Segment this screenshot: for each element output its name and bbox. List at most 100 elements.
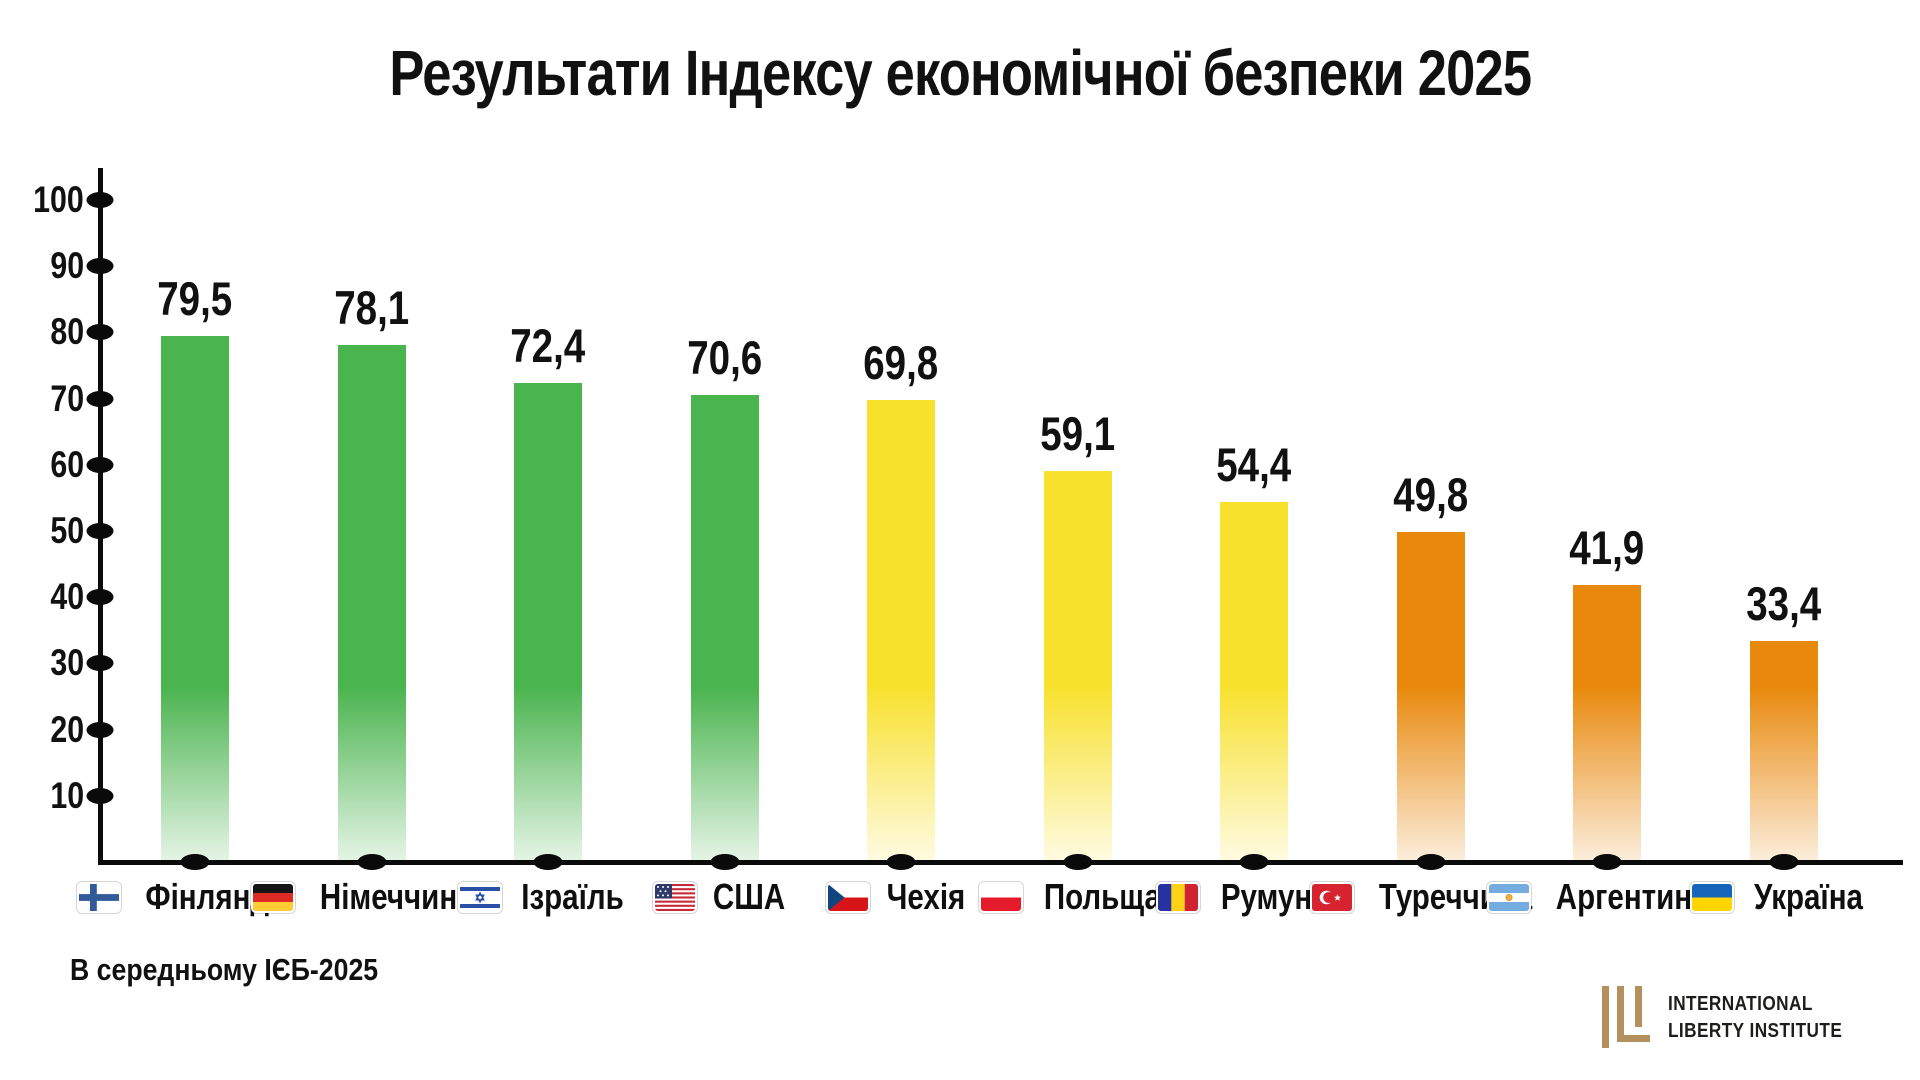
bar-value-label: 59,1	[968, 409, 1188, 459]
y-tick-dot	[86, 192, 114, 208]
bar-value-text: 49,8	[1392, 468, 1469, 521]
x-axis-label-argentina: Аргентина	[1488, 875, 1722, 919]
bar-value-text: 72,4	[510, 319, 586, 372]
bar-value-text: 59,1	[1039, 407, 1116, 460]
x-baseline-dot	[1063, 854, 1092, 870]
x-axis-label-israel: Ізраїль	[433, 875, 663, 919]
y-tick-text: 30	[50, 642, 84, 684]
y-tick-dot	[86, 523, 114, 539]
flag-romania-icon	[1157, 883, 1198, 911]
bar-value-text: 54,4	[1216, 438, 1292, 491]
x-axis-label-germany: Німеччина	[252, 875, 487, 919]
x-axis-label-ukraine: Україна	[1669, 875, 1899, 919]
bar-argentina	[1573, 585, 1641, 860]
bar-value-text: 70,6	[686, 331, 763, 384]
y-tick-dot	[86, 721, 114, 738]
x-baseline-dot	[710, 854, 739, 870]
x-baseline-dot	[1239, 854, 1269, 870]
y-tick-text: 40	[50, 576, 84, 618]
country-name: США	[713, 876, 786, 917]
bar-value-label: 33,4	[1674, 579, 1894, 629]
y-tick-label: 30	[0, 641, 84, 685]
country-name: Німеччина	[319, 876, 474, 917]
flag-poland-icon	[981, 883, 1022, 911]
y-tick-dot	[86, 787, 114, 804]
bar-value-label: 72,4	[438, 321, 658, 371]
y-tick-text: 90	[50, 245, 84, 287]
y-tick-label: 10	[0, 774, 84, 818]
y-tick-text: 100	[33, 179, 84, 220]
ili-logo-icon	[1602, 986, 1650, 1048]
y-tick-dot	[86, 456, 114, 473]
y-tick-text: 20	[50, 708, 84, 750]
y-tick-dot	[86, 655, 114, 672]
flag-czechia-icon	[828, 883, 869, 911]
x-axis-label-czechia: Чехія	[786, 875, 1016, 919]
logo-line-2: LIBERTY INSTITUTE	[1668, 1020, 1843, 1042]
flag-turkey-icon	[1312, 883, 1353, 911]
x-axis-label-poland: Польща	[963, 875, 1193, 919]
bar-value-label: 54,4	[1144, 440, 1364, 490]
bar-value-label: 70,6	[615, 333, 835, 383]
bar-usa	[690, 395, 759, 860]
bar-poland	[1043, 471, 1112, 860]
bar-value-text: 79,5	[157, 272, 233, 325]
x-baseline-dot	[1592, 854, 1622, 870]
country-name: Чехія	[886, 876, 966, 917]
y-tick-label: 80	[0, 310, 84, 354]
y-tick-dot	[86, 324, 114, 341]
country-name: Польща	[1043, 876, 1162, 917]
x-baseline-dot	[357, 854, 386, 870]
y-tick-text: 70	[50, 377, 84, 419]
x-baseline-dot	[180, 854, 210, 870]
x-baseline-dot	[533, 854, 563, 870]
bar-germany	[337, 345, 406, 860]
logo-wordmark: INTERNATIONAL LIBERTY INSTITUTE	[1668, 986, 1871, 1045]
x-axis-label-usa: США	[610, 875, 840, 919]
bar-czechia	[867, 400, 935, 860]
bar-finland	[161, 336, 229, 860]
country-name: Ізраїль	[521, 876, 625, 917]
y-axis-line	[97, 168, 103, 862]
bar-israel	[514, 383, 582, 860]
logo: INTERNATIONAL LIBERTY INSTITUTE	[1602, 986, 1871, 1050]
bar-value-text: 69,8	[863, 336, 939, 389]
y-tick-label: 100	[0, 178, 84, 222]
y-tick-label: 20	[0, 708, 84, 752]
flag-ukraine-icon	[1692, 883, 1733, 911]
bar-ukraine	[1749, 641, 1818, 860]
flag-usa-icon	[655, 883, 696, 911]
y-tick-text: 50	[50, 510, 84, 551]
bar-value-label: 78,1	[262, 283, 482, 333]
chart-title-text: Результати Індексу економічної безпеки 2…	[389, 37, 1532, 109]
bar-value-label: 79,5	[85, 274, 305, 324]
y-tick-dot	[86, 589, 114, 606]
x-axis-line	[97, 859, 1903, 865]
x-baseline-dot	[1416, 854, 1445, 870]
y-tick-label: 90	[0, 244, 84, 288]
y-tick-label: 70	[0, 377, 84, 421]
country-name: Україна	[1753, 876, 1864, 917]
x-baseline-dot	[886, 854, 916, 870]
y-tick-label: 60	[0, 443, 84, 487]
y-tick-dot	[86, 390, 114, 407]
bar-value-label: 41,9	[1497, 523, 1717, 573]
y-tick-label: 50	[0, 509, 84, 553]
bar-value-label: 69,8	[791, 338, 1011, 388]
y-tick-dot	[86, 258, 114, 275]
flag-finland-icon	[79, 883, 120, 911]
bar-romania	[1220, 502, 1288, 860]
chart-title: Результати Індексу економічної безпеки 2…	[0, 36, 1920, 110]
logo-line-1: INTERNATIONAL	[1668, 993, 1813, 1015]
y-tick-text: 10	[50, 774, 84, 816]
bar-value-label: 49,8	[1321, 470, 1541, 520]
y-tick-text: 80	[50, 311, 84, 353]
flag-argentina-icon	[1488, 883, 1529, 911]
country-name: Аргентина	[1555, 876, 1709, 917]
y-tick-text: 60	[50, 443, 84, 485]
average-note: В середньому ІЄБ-2025	[70, 952, 379, 987]
bar-value-text: 78,1	[333, 281, 410, 334]
bar-turkey	[1396, 532, 1465, 860]
